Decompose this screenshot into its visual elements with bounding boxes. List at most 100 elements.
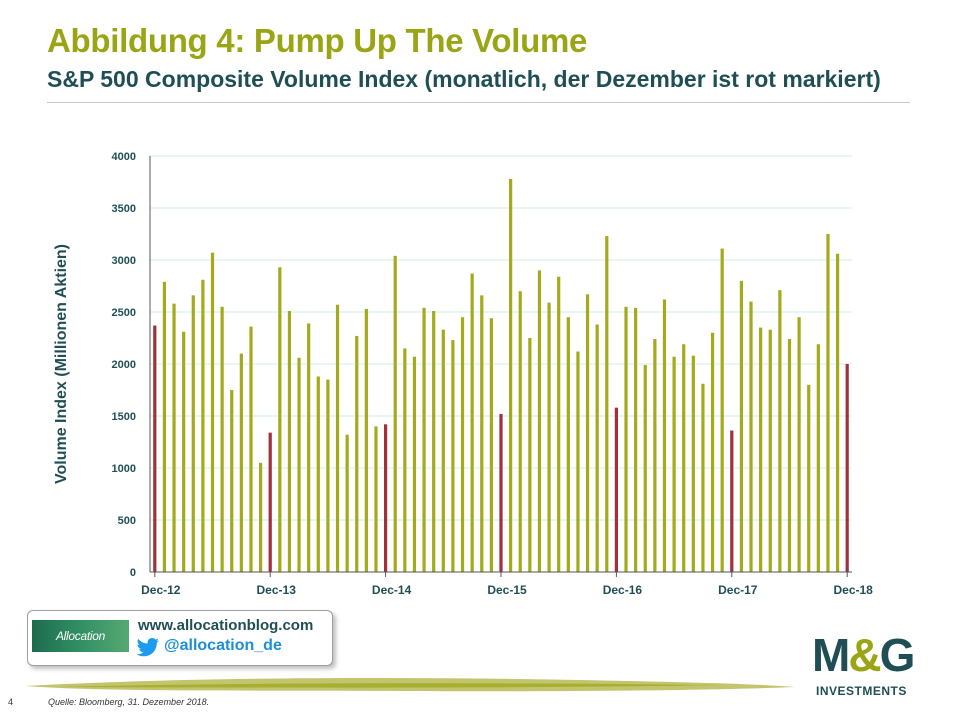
bar <box>595 324 599 572</box>
y-tick-label: 3000 <box>112 255 136 267</box>
bar <box>710 332 715 572</box>
bar <box>412 356 417 572</box>
bar <box>787 339 792 572</box>
allocation-logo: Allocation <box>32 620 129 652</box>
bar <box>605 236 609 572</box>
bar <box>585 294 590 572</box>
bar <box>316 376 320 572</box>
bar <box>307 323 311 572</box>
bar <box>653 339 657 572</box>
bar <box>739 280 744 572</box>
bar <box>662 299 667 572</box>
bar <box>489 318 493 572</box>
y-tick-label: 1500 <box>112 411 136 423</box>
bar <box>509 178 513 572</box>
bar <box>537 270 542 572</box>
bar <box>566 317 570 572</box>
bar <box>470 273 474 572</box>
bar <box>345 434 349 572</box>
bar <box>441 329 445 572</box>
bars <box>153 178 849 572</box>
bar <box>355 335 359 572</box>
bar <box>451 340 455 572</box>
bar <box>249 326 253 572</box>
bar <box>364 308 368 572</box>
bar <box>239 353 243 572</box>
bar <box>720 248 724 572</box>
bar <box>210 252 215 572</box>
bar <box>759 327 763 572</box>
bar <box>576 351 580 572</box>
bar <box>326 379 330 572</box>
bar <box>422 307 426 572</box>
y-tick-label: 1000 <box>112 463 136 475</box>
y-tick-label: 500 <box>118 515 136 527</box>
x-tick-label: Dec-17 <box>718 583 758 597</box>
bar <box>201 279 205 572</box>
bar <box>191 295 195 572</box>
bar <box>826 234 830 572</box>
december-bar <box>845 364 849 572</box>
bar <box>432 310 436 572</box>
blog-url-link[interactable]: www.allocationblog.com <box>138 617 314 634</box>
bar <box>624 306 628 572</box>
bar <box>297 357 301 572</box>
bar <box>528 338 532 572</box>
bar <box>230 390 234 572</box>
y-tick-label: 2000 <box>112 359 136 371</box>
december-bar <box>384 424 388 572</box>
bar <box>643 365 647 572</box>
x-tick-label: Dec-16 <box>603 583 643 597</box>
december-bar <box>614 407 618 572</box>
y-tick-label: 4000 <box>112 151 136 163</box>
blog-info-box: Allocation www.allocationblog.com @alloc… <box>27 610 333 666</box>
bar <box>547 302 551 572</box>
bar <box>220 306 224 572</box>
bar <box>518 291 522 572</box>
bar <box>403 348 407 572</box>
volume-bar-chart: 0 500 1000 1500 2000 2500 3000 3500 4000 Dec-12 De… <box>53 151 874 597</box>
title-divider <box>47 102 910 103</box>
bar <box>797 317 801 572</box>
december-bar <box>153 325 157 572</box>
x-tick-label: Dec-12 <box>141 583 181 597</box>
bar <box>682 344 686 572</box>
y-tick-label: 0 <box>130 567 136 579</box>
bar <box>816 344 820 572</box>
bar <box>172 303 176 572</box>
bar <box>460 317 465 572</box>
y-tick-label: 3500 <box>112 203 136 215</box>
bar <box>335 304 340 572</box>
bar <box>374 426 378 572</box>
source-note: Quelle: Bloomberg, 31. Dezember 2018. <box>48 697 210 707</box>
chart-subtitle: S&P 500 Composite Volume Index (monatlic… <box>47 66 881 92</box>
x-tick-label: Dec-13 <box>257 583 297 597</box>
twitter-handle[interactable]: @allocation_de <box>164 637 282 654</box>
y-axis-label: Volume Index (Millionen Aktien) <box>53 244 70 484</box>
bar <box>634 307 638 572</box>
mg-logo-wordmark: M&G <box>812 629 915 681</box>
bar <box>691 355 695 572</box>
bar <box>749 301 753 572</box>
december-bar <box>730 430 734 572</box>
mg-investments-logo: M&G INVESTMENTS <box>812 629 932 702</box>
chart-title: Abbildung 4: Pump Up The Volume <box>47 22 588 59</box>
bar <box>480 295 484 572</box>
mg-logo-subtitle: INVESTMENTS <box>816 684 907 698</box>
bar <box>835 253 840 572</box>
bar <box>672 356 676 572</box>
bar <box>557 276 561 572</box>
y-tick-label: 2500 <box>112 307 136 319</box>
page-number: 4 <box>8 697 14 707</box>
bar <box>768 329 772 572</box>
x-tick-label: Dec-18 <box>834 583 874 597</box>
bar <box>182 331 186 572</box>
december-bar <box>499 413 503 572</box>
x-tick-label: Dec-15 <box>487 583 527 597</box>
decorative-brush-stroke <box>25 678 795 692</box>
bar <box>701 383 705 572</box>
bar <box>778 290 782 572</box>
bar <box>258 462 263 572</box>
bar <box>162 281 167 572</box>
bar <box>807 384 811 572</box>
